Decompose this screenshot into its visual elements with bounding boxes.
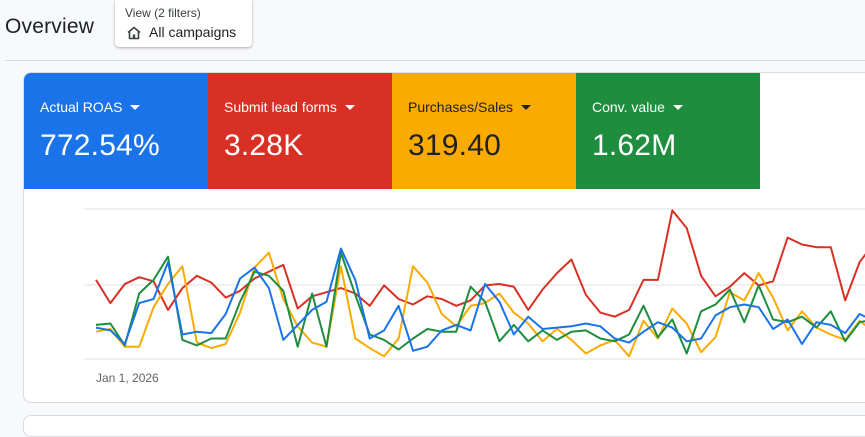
metric-label-text: Submit lead forms [224, 99, 337, 115]
performance-card: Actual ROAS 772.54% Submit lead forms 3.… [23, 72, 865, 403]
page-header: Overview View (2 filters) All campaigns [0, 0, 865, 60]
metric-tile-label[interactable]: Actual ROAS [40, 99, 141, 115]
caret-down-icon [344, 105, 355, 110]
view-filter-label: View (2 filters) [125, 6, 201, 20]
metric-tile-value: 1.62M [592, 129, 677, 162]
metric-tile-value: 3.28K [224, 129, 304, 162]
header-divider [5, 60, 865, 61]
secondary-card [23, 415, 865, 437]
metric-tile-label[interactable]: Purchases/Sales [408, 99, 532, 115]
chart-series-line-2 [95, 251, 865, 355]
metric-label-text: Actual ROAS [40, 99, 123, 115]
metric-tile-submit-lead-forms[interactable]: Submit lead forms 3.28K [208, 73, 392, 189]
metric-tile-value: 772.54% [40, 129, 160, 162]
metric-label-text: Conv. value [592, 99, 665, 115]
view-filter-chip[interactable]: View (2 filters) All campaigns [115, 0, 252, 47]
chart-series-line-3 [95, 247, 865, 352]
home-icon [127, 26, 141, 40]
caret-down-icon [130, 105, 141, 110]
metric-tile-label[interactable]: Conv. value [592, 99, 683, 115]
page-title: Overview [5, 15, 95, 38]
caret-down-icon [672, 105, 683, 110]
view-filter-value: All campaigns [149, 24, 237, 40]
caret-down-icon [521, 105, 532, 110]
metric-tile-conv-value[interactable]: Conv. value 1.62M [576, 73, 760, 189]
metric-tiles: Actual ROAS 772.54% Submit lead forms 3.… [24, 73, 760, 189]
chart-series-line-1 [95, 251, 865, 358]
x-axis-start-label: Jan 1, 2026 [96, 371, 159, 385]
metric-tile-purchases-sales[interactable]: Purchases/Sales 319.40 [392, 73, 576, 189]
line-chart [84, 208, 865, 360]
metric-tile-actual-roas[interactable]: Actual ROAS 772.54% [24, 73, 208, 189]
performance-chart: Jan 1, 2026 [24, 189, 865, 402]
metric-tile-label[interactable]: Submit lead forms [224, 99, 355, 115]
metric-tile-value: 319.40 [408, 129, 501, 162]
metric-label-text: Purchases/Sales [408, 99, 514, 115]
